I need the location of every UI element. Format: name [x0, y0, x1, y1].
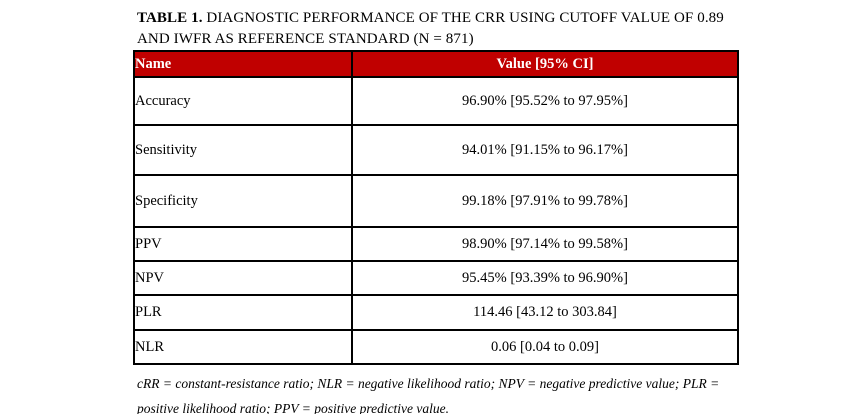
metric-value: 0.06 [0.04 to 0.09] — [351, 329, 739, 365]
column-header-value: Value [95% CI] — [351, 50, 739, 78]
metric-name: Specificity — [133, 174, 353, 228]
metric-value: 114.46 [43.12 to 303.84] — [351, 294, 739, 331]
table-row: Sensitivity 94.01% [91.15% to 96.17%] — [133, 124, 739, 176]
table-caption: TABLE 1. DIAGNOSTIC PERFORMANCE OF THE C… — [137, 8, 737, 50]
metric-name: Sensitivity — [133, 124, 353, 176]
metric-value: 98.90% [97.14% to 99.58%] — [351, 226, 739, 262]
table-caption-label: TABLE 1. — [137, 10, 203, 26]
table-row: Specificity 99.18% [97.91% to 99.78%] — [133, 174, 739, 228]
table-header-row: Name Value [95% CI] — [133, 50, 739, 78]
metric-value: 99.18% [97.91% to 99.78%] — [351, 174, 739, 228]
metric-name: PLR — [133, 294, 353, 331]
metric-name: NPV — [133, 260, 353, 296]
column-header-name: Name — [133, 50, 353, 78]
diagnostic-performance-table: Name Value [95% CI] Accuracy 96.90% [95.… — [133, 50, 739, 365]
table-row: Accuracy 96.90% [95.52% to 97.95%] — [133, 76, 739, 126]
table-row: NPV 95.45% [93.39% to 96.90%] — [133, 260, 739, 296]
metric-value: 95.45% [93.39% to 96.90%] — [351, 260, 739, 296]
table-row: PPV 98.90% [97.14% to 99.58%] — [133, 226, 739, 262]
metric-name: PPV — [133, 226, 353, 262]
table-block: TABLE 1. DIAGNOSTIC PERFORMANCE OF THE C… — [133, 8, 739, 414]
table-row: NLR 0.06 [0.04 to 0.09] — [133, 329, 739, 365]
metric-name: NLR — [133, 329, 353, 365]
table-caption-text: DIAGNOSTIC PERFORMANCE OF THE CRR USING … — [137, 10, 724, 47]
metric-name: Accuracy — [133, 76, 353, 126]
table-row: PLR 114.46 [43.12 to 303.84] — [133, 294, 739, 331]
table-footnote: cRR = constant-resistance ratio; NLR = n… — [137, 376, 720, 414]
metric-value: 94.01% [91.15% to 96.17%] — [351, 124, 739, 176]
metric-value: 96.90% [95.52% to 97.95%] — [351, 76, 739, 126]
